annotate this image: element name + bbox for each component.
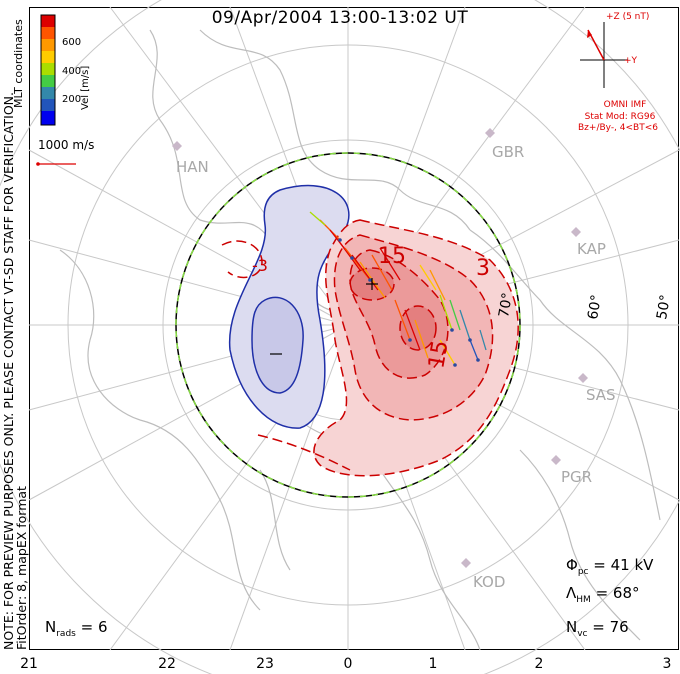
station-markers (172, 128, 588, 568)
vector-count: Nvc = 76 (566, 618, 629, 639)
mlt-label-1: 1 (428, 656, 438, 672)
mlt-label-2: 2 (534, 656, 544, 672)
mlt-label-0: 0 (343, 656, 353, 672)
mlt-label-21: 21 (20, 656, 38, 672)
imf-by-label: +Y (624, 56, 638, 66)
station-han: HAN (176, 158, 209, 176)
radar-count: Nrads = 6 (45, 618, 108, 639)
boundary-dashes (175, 152, 521, 498)
negative-convection-cell (228, 184, 350, 429)
imf-clock-axes (580, 22, 628, 88)
vector-count-value: = 76 (592, 618, 629, 636)
imf-source: OMNI IMF (603, 100, 647, 110)
station-pgr: PGR (561, 468, 593, 486)
mlt-label-23: 23 (256, 656, 274, 672)
colorbar-label: Vel [m/s] (80, 65, 91, 110)
station-gbr: GBR (492, 143, 525, 161)
velocity-vectors (309, 211, 487, 366)
station-sas: SAS (586, 386, 616, 404)
contour-label-neg3: -3 (252, 256, 268, 275)
potential-max-marker (366, 278, 378, 290)
colorbar-tick-600: 600 (62, 37, 82, 48)
station-kap: KAP (577, 240, 606, 258)
velocity-scale-label: 1000 m/s (38, 138, 95, 152)
map-frame (29, 7, 679, 650)
cross-polar-potential: Φpc = 41 kV (566, 556, 654, 577)
colorbar-tick-400: 400 (62, 66, 82, 77)
velocity-colorbar (40, 14, 56, 126)
imf-model: Stat Mod: RG96 (584, 112, 656, 122)
cross-polar-potential-value: = 41 kV (593, 556, 654, 574)
contour-label-3: 3 (476, 256, 490, 281)
colorbar-tick-200: 200 (62, 94, 82, 105)
radar-count-value: = 6 (80, 618, 108, 636)
station-kod: KOD (473, 573, 506, 591)
contour-label-15-bottom: 15 (424, 338, 454, 371)
contour-label-15-top: 15 (378, 244, 406, 269)
hm-latitude-value: = 68° (595, 584, 640, 602)
vector-origins (338, 238, 480, 367)
mlt-label-22: 22 (158, 656, 176, 672)
mlt-label-3: 3 (662, 656, 672, 672)
coordinate-label: MLT coordinates (12, 19, 25, 108)
imf-arrowhead-icon (587, 30, 592, 38)
map-title: 09/Apr/2004 13:00-13:02 UT (211, 8, 469, 28)
velocity-scale-bar (36, 162, 76, 166)
hm-latitude: ΛHM = 68° (566, 584, 640, 605)
imf-bz-label: +Z (5 nT) (606, 12, 650, 22)
imf-condition: Bz+/By-, 4<BT<6 (578, 123, 658, 133)
